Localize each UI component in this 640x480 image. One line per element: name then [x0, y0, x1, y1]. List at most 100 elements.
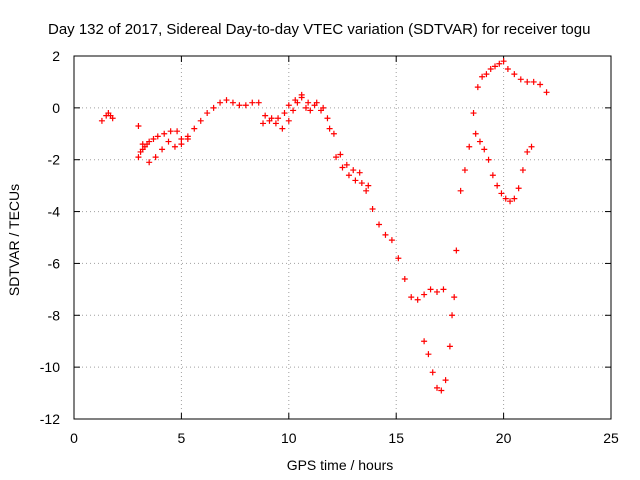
- data-point: [434, 384, 441, 391]
- data-point: [229, 99, 236, 106]
- data-point: [260, 120, 267, 127]
- data-point: [339, 164, 346, 171]
- data-point: [236, 102, 243, 109]
- data-point: [305, 99, 312, 106]
- data-point: [369, 205, 376, 212]
- x-axis-label: GPS time / hours: [287, 457, 394, 473]
- data-point: [178, 141, 185, 148]
- data-point: [302, 104, 309, 111]
- x-tick-label: 25: [603, 430, 619, 446]
- data-points: [98, 58, 550, 394]
- data-point: [266, 117, 273, 124]
- data-point: [496, 60, 503, 67]
- data-point: [504, 65, 511, 72]
- data-point: [223, 97, 230, 104]
- y-tick-label: -12: [40, 411, 60, 427]
- data-point: [519, 167, 526, 174]
- data-point: [275, 115, 282, 122]
- x-tick-label: 20: [496, 430, 512, 446]
- data-point: [350, 167, 357, 174]
- data-point: [139, 141, 146, 148]
- data-point: [358, 180, 365, 187]
- data-point: [537, 81, 544, 88]
- data-point: [365, 182, 372, 189]
- y-axis-label: SDTVAR / TECUs: [6, 184, 22, 296]
- data-point: [511, 195, 518, 202]
- data-point: [498, 190, 505, 197]
- data-point: [427, 286, 434, 293]
- data-point: [150, 135, 157, 142]
- data-point: [524, 78, 531, 85]
- data-point: [326, 125, 333, 132]
- data-point: [517, 76, 524, 83]
- data-point: [217, 99, 224, 106]
- data-point: [429, 369, 436, 376]
- data-point: [543, 89, 550, 96]
- data-point: [135, 123, 142, 130]
- y-tick-label: 0: [52, 100, 60, 116]
- data-point: [483, 71, 490, 78]
- data-point: [451, 294, 458, 301]
- data-point: [489, 172, 496, 179]
- x-tick-labels: 0 5 10 15 20 25: [70, 430, 619, 446]
- data-point: [333, 154, 340, 161]
- data-point: [507, 198, 514, 205]
- data-point: [528, 143, 535, 150]
- data-point: [146, 138, 153, 145]
- data-point: [109, 115, 116, 122]
- data-point: [343, 161, 350, 168]
- data-point: [356, 169, 363, 176]
- data-point: [307, 107, 314, 114]
- data-point: [401, 275, 408, 282]
- x-tick-label: 5: [178, 430, 186, 446]
- chart-title: Day 132 of 2017, Sidereal Day-to-day VTE…: [48, 21, 590, 38]
- data-point: [457, 187, 464, 194]
- data-point: [474, 84, 481, 91]
- data-point: [159, 146, 166, 153]
- data-point: [376, 221, 383, 228]
- data-point: [161, 130, 168, 137]
- data-point: [479, 73, 486, 80]
- y-tick-label: -8: [48, 307, 61, 323]
- data-point: [174, 128, 181, 135]
- data-point: [262, 112, 269, 119]
- data-point: [487, 65, 494, 72]
- data-point: [466, 143, 473, 150]
- grid-lines: [74, 56, 611, 419]
- data-point: [178, 135, 185, 142]
- data-point: [324, 115, 331, 122]
- data-point: [481, 146, 488, 153]
- data-point: [453, 247, 460, 254]
- data-point: [281, 110, 288, 117]
- data-point: [492, 63, 499, 70]
- data-point: [184, 135, 191, 142]
- data-point: [285, 117, 292, 124]
- data-point: [434, 288, 441, 295]
- data-point: [320, 104, 327, 111]
- data-point: [515, 185, 522, 192]
- y-tick-labels: -12 -10 -8 -6 -4 -2 0 2: [40, 48, 60, 427]
- data-point: [388, 237, 395, 244]
- data-point: [438, 387, 445, 394]
- data-point: [330, 130, 337, 137]
- data-point: [524, 148, 531, 155]
- data-point: [135, 154, 142, 161]
- data-point: [395, 255, 402, 262]
- data-point: [446, 343, 453, 350]
- data-point: [313, 99, 320, 106]
- data-point: [279, 125, 286, 132]
- data-point: [461, 167, 468, 174]
- x-tick-label: 0: [70, 430, 78, 446]
- data-point: [408, 294, 415, 301]
- data-point: [294, 99, 301, 106]
- data-point: [442, 377, 449, 384]
- data-point: [352, 177, 359, 184]
- data-point: [165, 138, 172, 145]
- data-point: [210, 104, 217, 111]
- data-point: [154, 133, 161, 140]
- data-point: [191, 125, 198, 132]
- data-point: [494, 182, 501, 189]
- data-point: [500, 58, 507, 65]
- y-tick-label: -10: [40, 359, 60, 375]
- data-point: [298, 91, 305, 98]
